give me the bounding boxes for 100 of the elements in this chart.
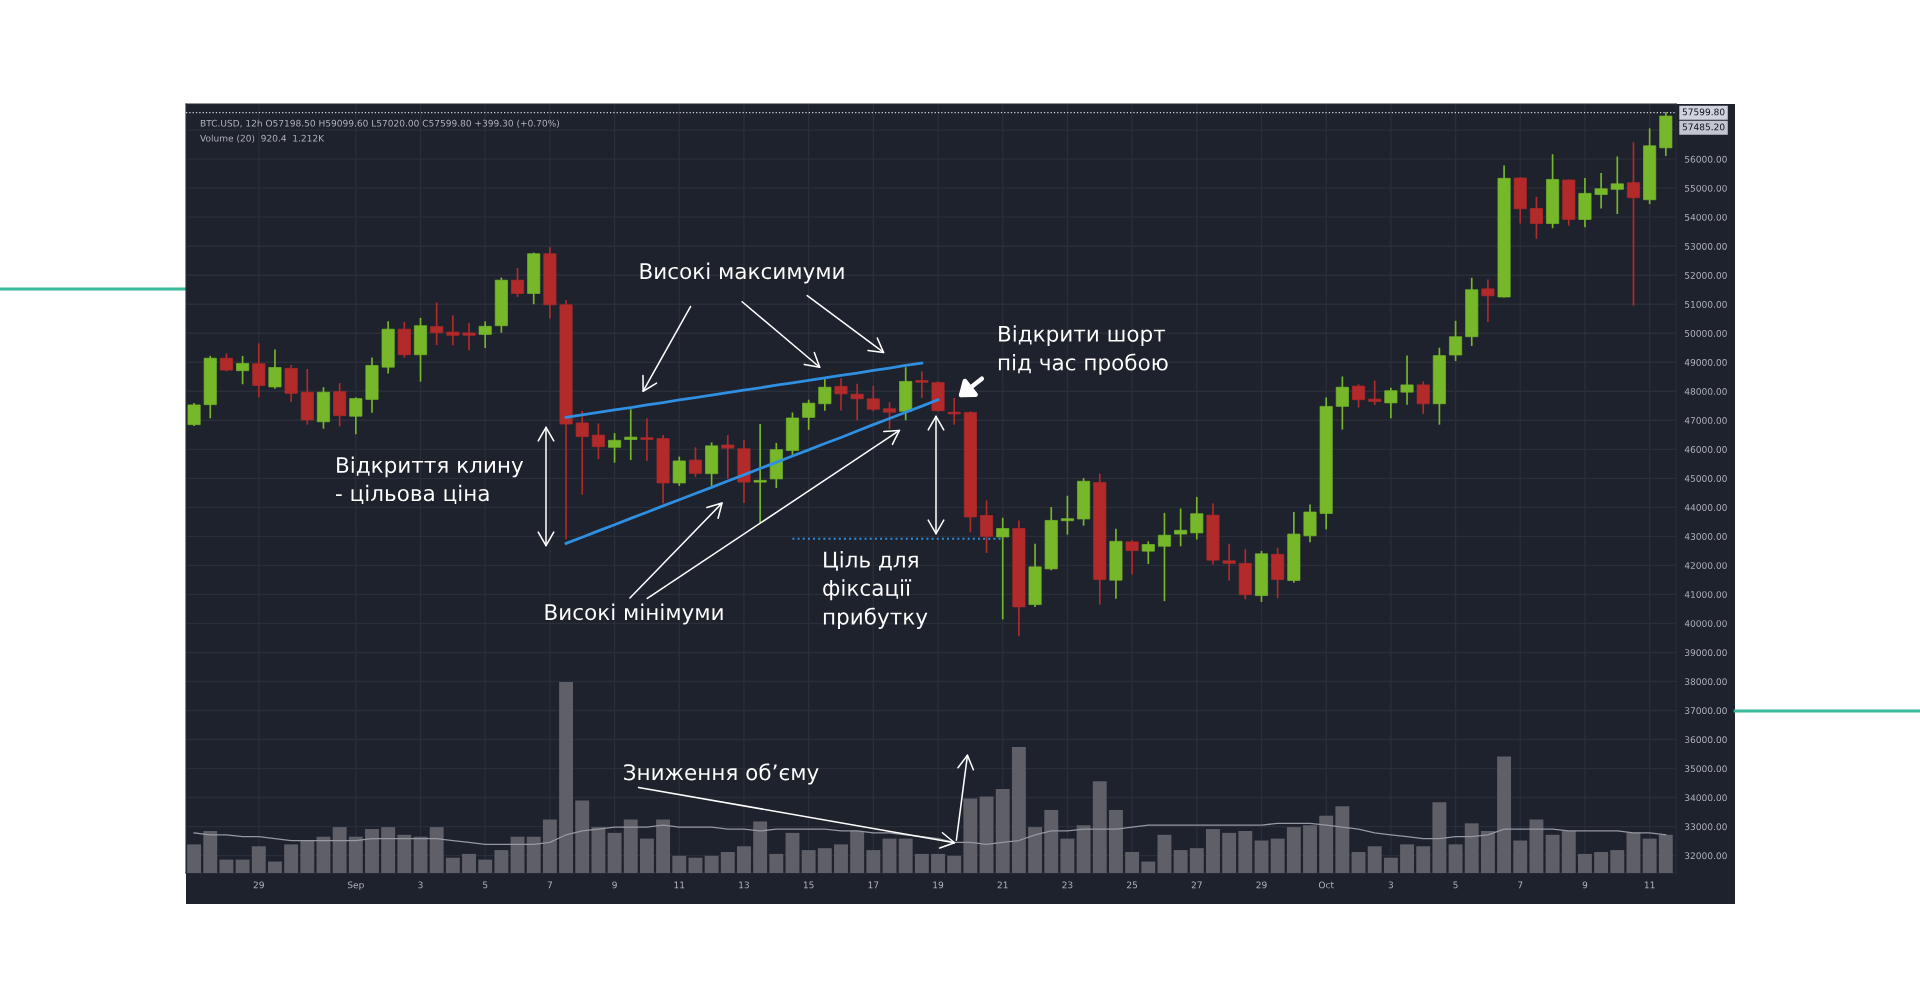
annotation: Ціль для фіксації прибутку (823, 551, 928, 629)
bar (1513, 840, 1528, 873)
x-tick-label: 29 (1256, 881, 1267, 889)
x-tick-label: 7 (1518, 881, 1523, 889)
bar (656, 819, 671, 873)
candlestick (915, 370, 929, 399)
candlestick (1125, 539, 1139, 576)
bar (268, 861, 282, 873)
y-tick-label: 35000.00 (1685, 765, 1727, 773)
line-series (564, 398, 940, 545)
candlestick (1416, 380, 1430, 415)
candlestick (1303, 503, 1317, 544)
x-tick-label: 9 (612, 881, 617, 889)
x-tick-label: 27 (1191, 881, 1202, 889)
bar (1480, 830, 1495, 873)
x-tick-label: Sep (347, 881, 364, 891)
bar (187, 844, 202, 873)
bar (251, 846, 266, 873)
y-tick-label: 33000.00 (1685, 823, 1727, 831)
y-tick-label: 56000.00 (1685, 155, 1727, 163)
candlestick (1157, 512, 1171, 602)
bar (413, 836, 428, 873)
y-tick-label: 36000.00 (1685, 736, 1727, 744)
bar (947, 855, 962, 873)
x-tick-label: 7 (547, 881, 552, 889)
bar (1400, 844, 1414, 873)
candlestick (187, 402, 201, 427)
bar (1270, 838, 1285, 873)
annotation: Високі максимуми (640, 262, 844, 284)
candlestick (1368, 379, 1382, 406)
candlestick (1626, 141, 1640, 307)
candlestick (721, 434, 735, 480)
y-tick-label: 46000.00 (1684, 446, 1727, 453)
candlestick (688, 446, 702, 478)
bar (203, 830, 218, 873)
candlestick (1060, 494, 1074, 536)
bar (1286, 827, 1301, 873)
bar (1206, 829, 1220, 873)
bar (348, 836, 363, 873)
bar (1642, 838, 1657, 873)
candlestick (850, 382, 864, 422)
candlestick (268, 348, 282, 390)
bar (931, 853, 945, 873)
y-tick-label: 39000.00 (1685, 649, 1727, 657)
bar (332, 827, 347, 873)
bar (1561, 830, 1576, 873)
bar (963, 798, 978, 873)
x-tick-label: 19 (933, 881, 944, 889)
bar (1545, 834, 1560, 873)
x-tick-label: 11 (1644, 881, 1655, 889)
y-tick-label: 55000.00 (1685, 184, 1727, 192)
text: BTC.USD, 12h O57198.50 H59099.60 L57020.00 C57599.80 +399.30 (+0.70%) (200, 119, 559, 128)
bar (817, 848, 832, 873)
bar (1335, 806, 1350, 873)
y-tick-label: 50000.00 (1685, 329, 1727, 337)
bar (672, 855, 687, 873)
bar (688, 857, 703, 873)
ref-line-label: 57599.80 (1682, 108, 1725, 116)
bar (542, 819, 557, 873)
bar (1529, 819, 1544, 873)
bar (1044, 809, 1059, 873)
bar (494, 850, 509, 873)
bar (1028, 827, 1043, 873)
candlestick (624, 408, 638, 461)
candlestick (1449, 319, 1463, 362)
x-tick-label: 29 (253, 881, 264, 889)
bar (462, 853, 476, 873)
candlestick (802, 398, 816, 431)
y-tick-label: 49000.00 (1684, 359, 1727, 366)
x-tick-label: 9 (1582, 881, 1588, 889)
candlestick (1594, 172, 1608, 210)
y-tick-label: 52000.00 (1685, 271, 1727, 279)
candlestick (236, 355, 250, 386)
bar (720, 851, 735, 873)
candlestick (818, 378, 832, 412)
y-tick-label: 34000.00 (1685, 794, 1727, 802)
x-tick-label: 23 (1062, 881, 1073, 889)
bar (1303, 825, 1317, 873)
candlestick (430, 301, 444, 346)
bar (1658, 834, 1673, 873)
bar (235, 859, 250, 873)
x-tick-label: 3 (418, 881, 423, 889)
text: 57485.20 (1682, 123, 1725, 131)
bar (1173, 850, 1188, 873)
annotation: Відкрити шорт під час пробою (998, 325, 1168, 375)
bar (1416, 846, 1431, 873)
bar (284, 844, 299, 873)
candlestick (608, 432, 622, 464)
candlestick (1222, 542, 1236, 582)
bar (1060, 838, 1075, 873)
candlestick (462, 322, 476, 352)
bar (397, 834, 412, 873)
bar (1222, 832, 1237, 873)
bar (1594, 851, 1609, 873)
candlestick (996, 516, 1010, 621)
y-tick-label: 47000.00 (1684, 417, 1727, 424)
bar (801, 850, 816, 873)
candlestick (1335, 375, 1349, 431)
candlestick (1352, 383, 1366, 409)
bar (737, 846, 751, 873)
